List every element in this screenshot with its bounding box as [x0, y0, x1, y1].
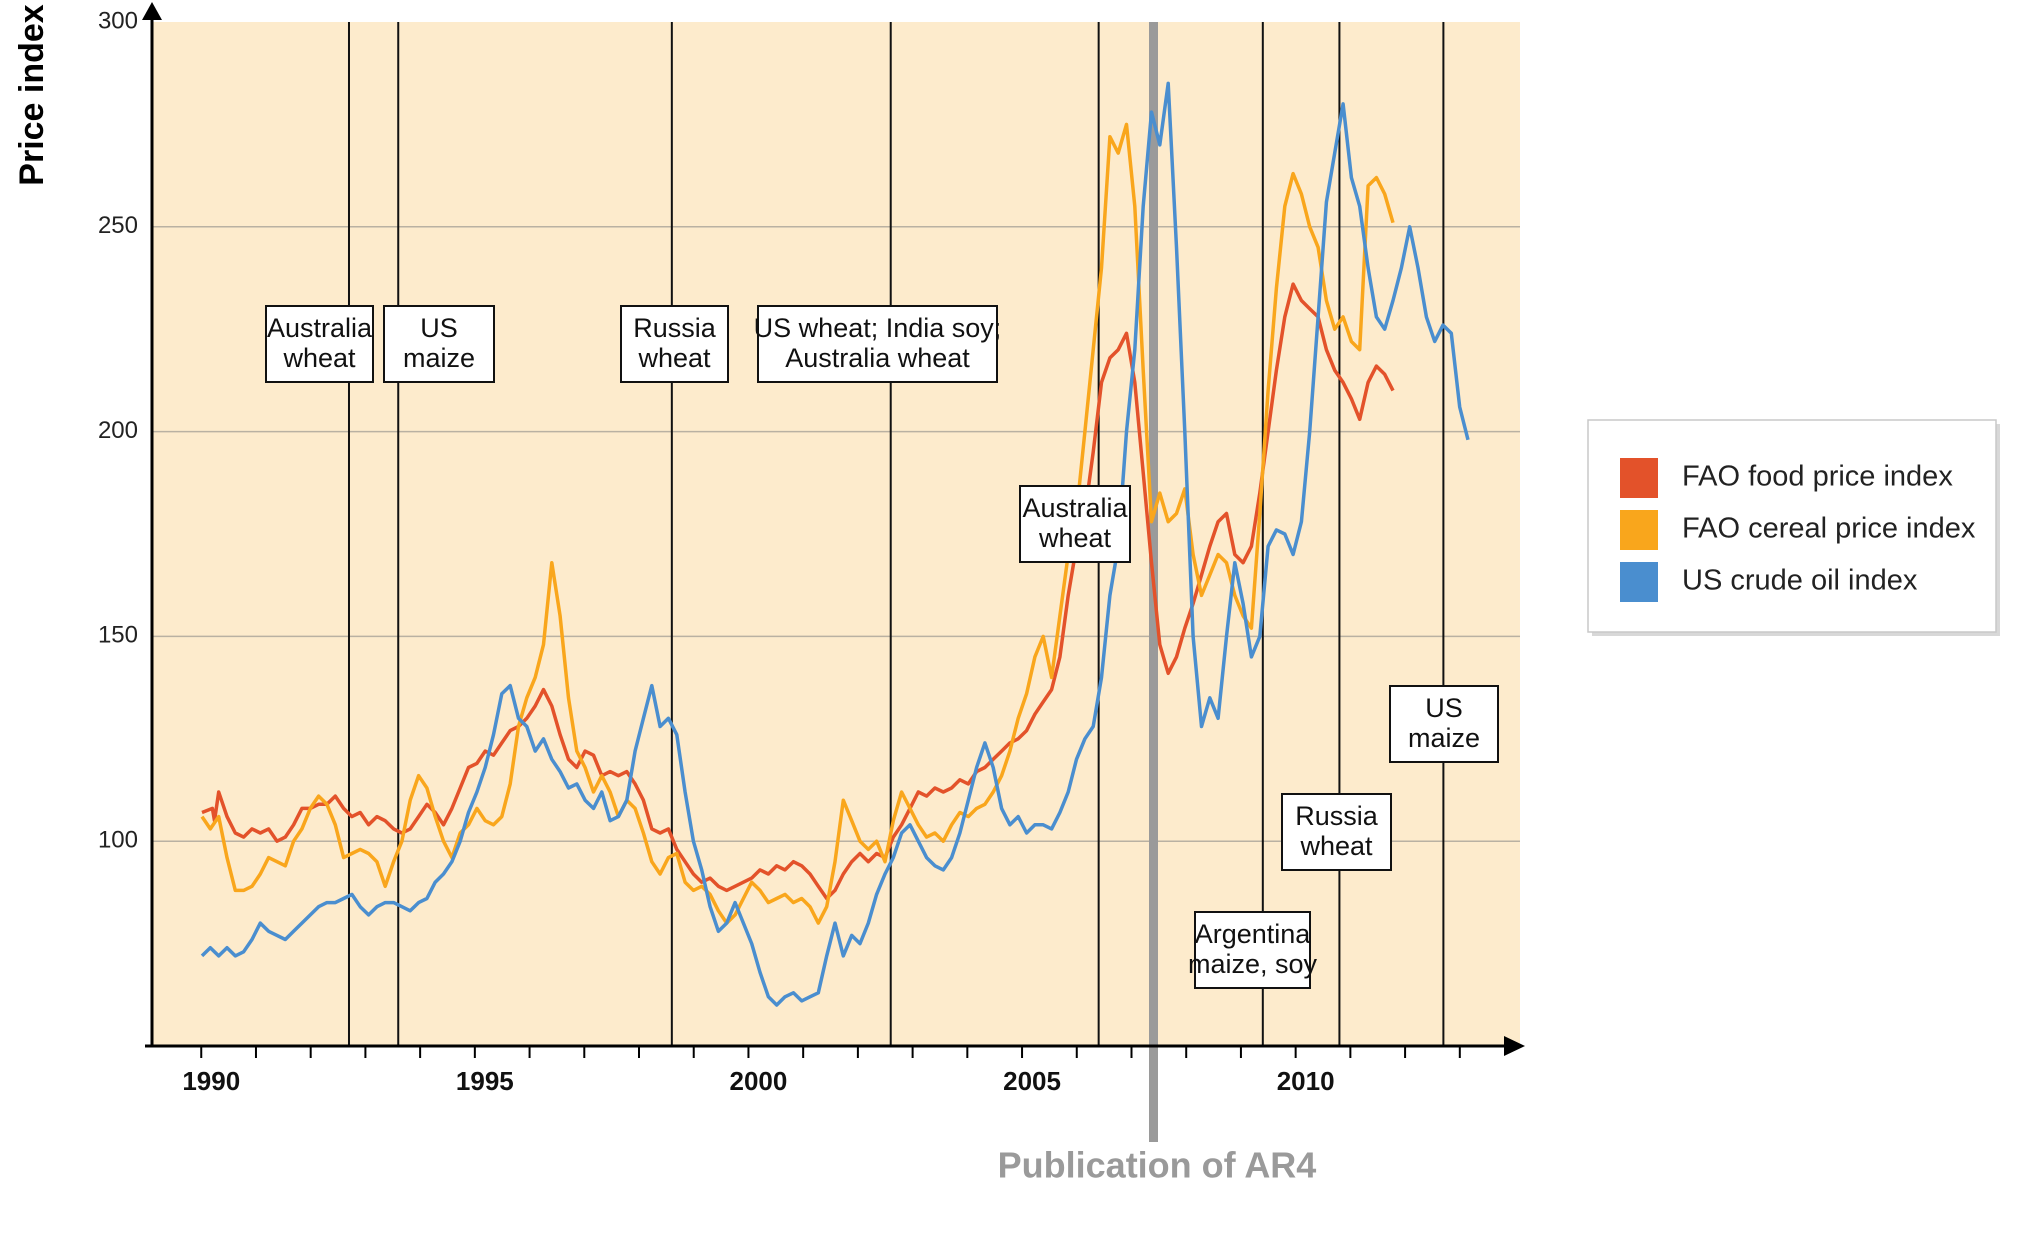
annotation-text: Australia wheat [785, 343, 970, 373]
annotation-text: wheat [637, 343, 711, 373]
annotation-text: wheat [1299, 831, 1373, 861]
y-tick-label: 300 [98, 7, 138, 34]
legend-swatch-2 [1620, 562, 1658, 602]
annotation-box [1019, 485, 1131, 563]
ar4-publication-label: Publication of AR4 [998, 1145, 1317, 1186]
legend-swatch-0 [1620, 458, 1658, 498]
annotation-box [1194, 911, 1311, 989]
annotation-text: US [420, 313, 458, 343]
annotation-text: maize [403, 343, 475, 373]
annotation-text: maize [1408, 723, 1480, 753]
legend-label-0: FAO food price index [1682, 461, 1953, 493]
x-tick-label: 2005 [1003, 1066, 1061, 1096]
annotation-text: Russia [633, 313, 717, 343]
annotation-box [265, 305, 374, 383]
series-line-1 [200, 122, 1395, 925]
legend: FAO food price index FAO cereal price ind… [1587, 419, 2000, 636]
x-tick-label: 1990 [182, 1066, 240, 1096]
annotation-text: Australia [1022, 493, 1128, 523]
annotation-text: Russia [1295, 801, 1379, 831]
annotation-text: US [1425, 693, 1463, 723]
legend-label-1: FAO cereal price index [1682, 513, 1976, 545]
y-tick-label: 150 [98, 622, 138, 649]
x-tick-label: 1995 [456, 1066, 514, 1096]
axes [142, 2, 1525, 1056]
annotation-box [1389, 685, 1499, 763]
annotation-box [620, 305, 729, 383]
plot-background [152, 22, 1520, 1046]
legend-label-2: US crude oil index [1682, 565, 1918, 597]
annotation-text: wheat [1038, 523, 1112, 553]
annotation-text: Argentina [1195, 919, 1312, 949]
x-axis-arrow [1504, 1036, 1525, 1056]
annotation-box [757, 305, 998, 383]
series-lines [200, 81, 1470, 1007]
annotation-us-india-australia: US wheat; India soy;Australia wheat [754, 305, 1002, 383]
annotation-text: Australia [267, 313, 373, 343]
legend-swatch-1 [1620, 510, 1658, 550]
y-tick-label: 250 [98, 212, 138, 239]
annotation-box [1281, 793, 1392, 871]
y-axis-arrow [142, 2, 162, 20]
annotation-text: US wheat; India soy; [754, 313, 1002, 343]
annotation-text: wheat [282, 343, 356, 373]
y-tick-label: 200 [98, 417, 138, 444]
annotation-text: maize, soy [1188, 949, 1318, 979]
y-tick-label: 100 [98, 827, 138, 854]
x-ticks: 1990 1995 2000 2005 2010 [182, 1046, 1461, 1096]
y-axis-label: Price index [13, 4, 51, 186]
series-line-2 [200, 81, 1470, 1007]
x-tick-label: 2000 [730, 1066, 788, 1096]
x-tick-label: 2010 [1277, 1066, 1335, 1096]
annotation-box [383, 305, 495, 383]
y-tick-labels: 100 150 200 250 300 [98, 7, 138, 853]
